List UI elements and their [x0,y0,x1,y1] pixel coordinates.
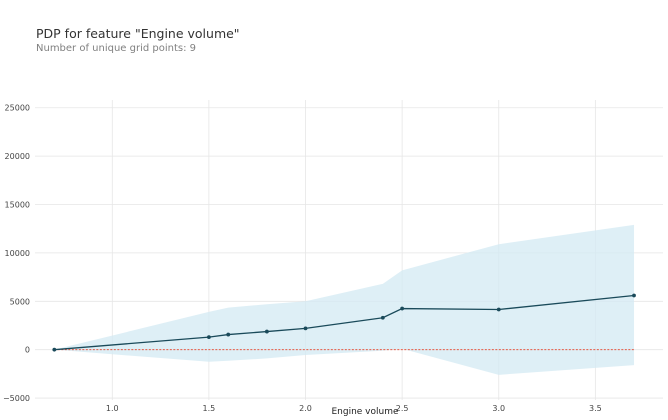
pdp-point [496,307,501,312]
chart-subtitle: Number of unique grid points: 9 [36,43,197,54]
y-tick-label: 5000 [10,297,30,306]
x-tick-label: 1.0 [106,404,119,413]
confidence-band [54,224,635,375]
pdp-point [226,332,231,337]
x-tick-label: 2.5 [396,404,409,413]
pdp-point [632,293,636,298]
y-tick-label: 20000 [5,152,30,161]
x-tick-label: 3.5 [589,404,602,413]
y-tick-label: 10000 [5,249,30,258]
x-tick-label: 3.0 [492,404,505,413]
y-tick-label: 25000 [5,104,30,113]
y-tick-label: −5000 [3,394,30,403]
chart-title: PDP for feature "Engine volume" [36,26,240,41]
pdp-point [264,329,269,334]
pdp-point [380,315,385,320]
y-tick-label: 0 [25,346,30,355]
y-tick-label: 15000 [5,201,30,210]
pdp-point [303,326,308,331]
pdp-point [52,347,57,352]
pdp-point [400,306,405,311]
pdp-point [207,335,211,339]
x-tick-label: 1.5 [203,404,216,413]
x-axis-label: Engine volume [331,407,399,417]
x-tick-label: 2.0 [299,404,312,413]
